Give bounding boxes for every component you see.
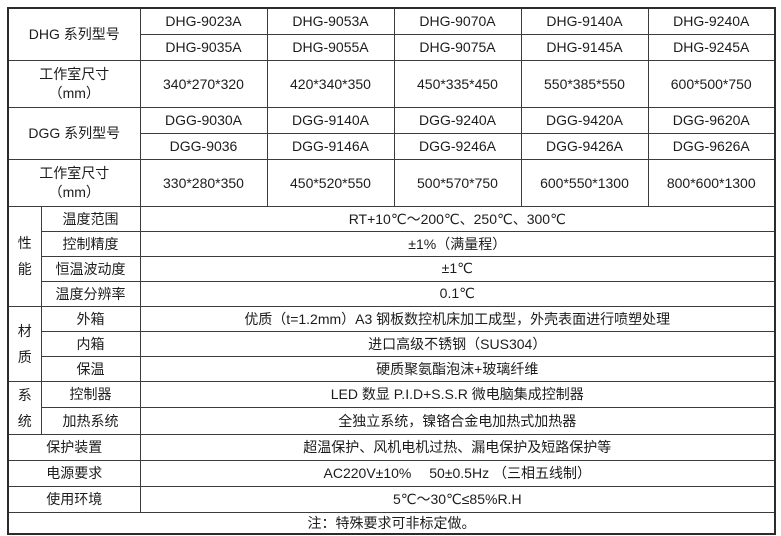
power-label-cell: 电源要求 (7, 459, 141, 487)
table-row: DGG 系列型号 DGG-9030A DGG-9140A DGG-9240A D… (7, 106, 776, 160)
model-cell: DHG-9240A (647, 7, 776, 35)
table-row: 材质 外箱 优质（t=1.2mm）A3 钢板数控机床加工成型，外壳表面进行喷塑处… (7, 305, 776, 382)
dimension-cell: 500*570*750 (393, 158, 522, 207)
spec-label-cell: 控制精度 (40, 230, 141, 257)
spec-label-cell: 外箱 (40, 305, 141, 332)
dimension-cell: 800*600*1300 (647, 158, 776, 207)
spec-value-cell: 全独立系统，镍铬合金电加热式加热器 (139, 407, 776, 435)
system-group-cell: 系统 (7, 380, 42, 435)
table-row: 系统 控制器 LED 数显 P.I.D+S.S.R 微电脑集成控制器 (7, 380, 776, 435)
dimension-cell: 340*270*320 (139, 59, 268, 108)
model-cell: DGG-9140A (266, 106, 395, 134)
table-row: DHG-9035A DHG-9055A DHG-9075A DHG-9145A … (8, 33, 776, 61)
spec-value-cell: 优质（t=1.2mm）A3 钢板数控机床加工成型，外壳表面进行喷塑处理 (139, 305, 776, 332)
model-cell: DHG-9070A (393, 7, 522, 35)
model-cell: DGG-9240A (393, 106, 522, 134)
performance-group-cell: 性能 (7, 205, 42, 307)
model-cell: DHG-9023A (139, 7, 268, 35)
dhg-series-header-cell: DHG 系列型号 (7, 7, 141, 61)
spec-value-cell: 硬质聚氨酯泡沫+玻璃纤维 (139, 355, 776, 382)
model-cell: DGG-9620A (647, 106, 776, 134)
model-cell: DHG-9245A (647, 33, 776, 61)
model-cell: DGG-9626A (647, 132, 776, 160)
model-cell: DHG-9140A (520, 7, 649, 35)
dhg-chamber-size-header-cell: 工作室尺寸 （mm） (7, 59, 141, 108)
chamber-size-label: 工作室尺寸 (39, 65, 110, 82)
model-cell: DHG-9035A (139, 33, 268, 61)
table-row: 保温 硬质聚氨酯泡沫+玻璃纤维 (8, 355, 776, 382)
spec-label-cell: 温度范围 (40, 205, 141, 232)
performance-group-label: 性能 (17, 235, 32, 277)
model-cell: DGG-9426A (520, 132, 649, 160)
dimension-cell: 450*520*550 (266, 158, 395, 207)
table-row: 加热系统 全独立系统，镍铬合金电加热式加热器 (8, 407, 776, 435)
spec-value-cell: ±1℃ (139, 255, 776, 282)
spec-value-cell: ±1%（满量程） (139, 230, 776, 257)
model-cell: DHG-9055A (266, 33, 395, 61)
dimension-cell: 600*550*1300 (520, 158, 649, 207)
environment-label-cell: 使用环境 (7, 485, 141, 513)
spec-value-cell: 0.1℃ (139, 280, 776, 307)
table-row: 电源要求 AC220V±10% 50±0.5Hz （三相五线制） (7, 459, 776, 487)
model-cell: DGG-9246A (393, 132, 522, 160)
note-cell: 注：特殊要求可非标定做。 (7, 511, 776, 535)
table-row: 工作室尺寸 （mm） 340*270*320 420*340*350 450*3… (7, 59, 776, 108)
dgg-chamber-size-header-cell: 工作室尺寸 （mm） (7, 158, 141, 207)
model-cell: DHG-9053A (266, 7, 395, 35)
dimension-cell: 550*385*550 (520, 59, 649, 108)
protection-label-cell: 保护装置 (7, 433, 141, 461)
table-row: 使用环境 5℃～30℃≤85%R.H (7, 485, 776, 513)
spec-label-cell: 加热系统 (40, 407, 141, 435)
dimension-cell: 600*500*750 (647, 59, 776, 108)
spec-label-cell: 控制器 (40, 380, 141, 408)
spec-label-cell: 保温 (40, 355, 141, 382)
model-cell: DGG-9420A (520, 106, 649, 134)
model-cell: DGG-9036 (139, 132, 268, 160)
spec-value-cell: LED 数显 P.I.D+S.S.R 微电脑集成控制器 (139, 380, 776, 408)
table-row: DGG-9036 DGG-9146A DGG-9246A DGG-9426A D… (8, 132, 776, 160)
spec-value-cell: 进口高级不锈钢（SUS304） (139, 330, 776, 357)
table-row: 恒温波动度 ±1℃ (8, 255, 776, 282)
dimension-cell: 420*340*350 (266, 59, 395, 108)
chamber-size-label: 工作室尺寸 (39, 164, 110, 181)
chamber-size-unit: （mm） (48, 183, 100, 200)
dimension-cell: 450*335*450 (393, 59, 522, 108)
table-row: 保护装置 超温保护、风机电机过热、漏电保护及短路保护等 (7, 433, 776, 461)
system-group-label: 系统 (17, 386, 32, 429)
spec-value-cell: RT+10℃～200℃、250℃、300℃ (139, 205, 776, 232)
table-row: 温度分辨率 0.1℃ (8, 280, 776, 307)
model-cell: DGG-9030A (139, 106, 268, 134)
table-row: 注：特殊要求可非标定做。 (7, 511, 776, 535)
material-group-label: 材质 (17, 322, 32, 365)
power-value-cell: AC220V±10% 50±0.5Hz （三相五线制） (139, 459, 776, 487)
model-cell: DGG-9146A (266, 132, 395, 160)
spec-label-cell: 温度分辨率 (40, 280, 141, 307)
table-row: 控制精度 ±1%（满量程） (8, 230, 776, 257)
chamber-size-unit: （mm） (48, 84, 100, 101)
spec-label-cell: 恒温波动度 (40, 255, 141, 282)
model-cell: DHG-9145A (520, 33, 649, 61)
table-row: 性能 温度范围 RT+10℃～200℃、250℃、300℃ (7, 205, 776, 307)
product-spec-table: DHG 系列型号 DHG-9023A DHG-9053A DHG-9070A D… (7, 7, 776, 535)
table-row: DHG 系列型号 DHG-9023A DHG-9053A DHG-9070A D… (7, 7, 776, 61)
environment-value-cell: 5℃～30℃≤85%R.H (139, 485, 776, 513)
material-group-cell: 材质 (7, 305, 42, 382)
model-cell: DHG-9075A (393, 33, 522, 61)
table-row: 内箱 进口高级不锈钢（SUS304） (8, 330, 776, 357)
dgg-series-header-cell: DGG 系列型号 (7, 106, 141, 160)
protection-value-cell: 超温保护、风机电机过热、漏电保护及短路保护等 (139, 433, 776, 461)
spec-label-cell: 内箱 (40, 330, 141, 357)
dimension-cell: 330*280*350 (139, 158, 268, 207)
table-row: 工作室尺寸 （mm） 330*280*350 450*520*550 500*5… (7, 158, 776, 207)
